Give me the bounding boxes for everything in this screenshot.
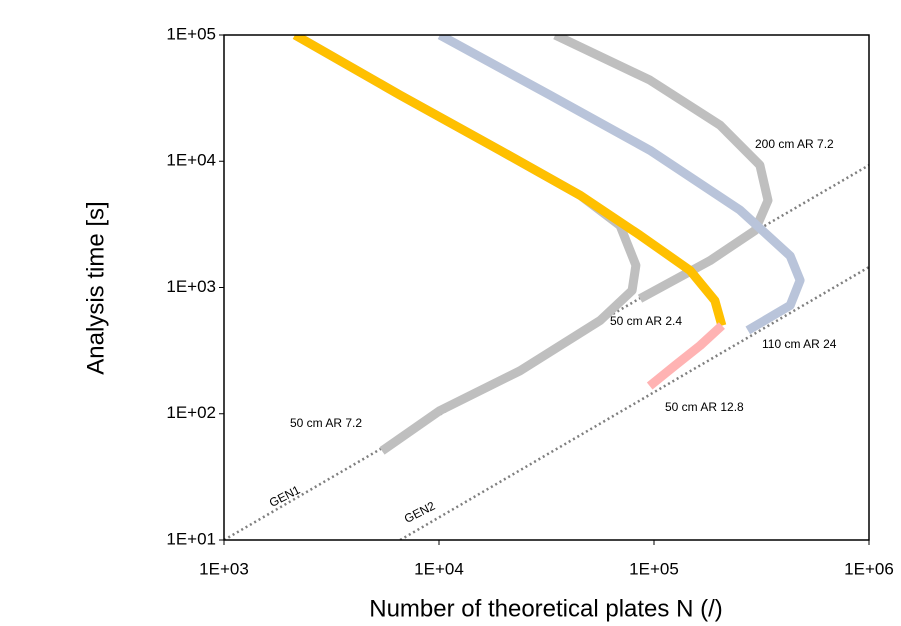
series-line [553,35,773,303]
y-tick-label: 1E+04 [166,151,216,170]
x-tick-label: 1E+03 [199,559,249,578]
series-label: 50 cm AR 7.2 [290,416,362,430]
plot [224,35,869,540]
y-tick-label: 1E+05 [166,24,216,43]
series-label: 110 cm AR 24 [762,337,837,351]
series-label: 50 cm AR 12.8 [665,400,744,414]
x-tick-label: 1E+04 [414,559,464,578]
y-tick-label: 1E+03 [166,277,216,296]
series-label: GEN1 [267,482,303,509]
x-axis-title: Number of theoretical plates N (/) [369,595,722,622]
series-label: 200 cm AR 7.2 [755,137,834,151]
y-tick-label: 1E+01 [166,529,216,548]
series-line [292,35,641,455]
series-line [646,322,725,390]
y-axis-title: Analysis time [s] [82,201,109,374]
series-line [292,35,727,327]
series-label: 50 cm AR 2.4 [610,314,682,328]
x-tick-label: 1E+05 [629,559,679,578]
y-tick-label: 1E+02 [166,403,216,422]
x-tick-label: 1E+06 [844,559,894,578]
guide-line [399,266,869,540]
plot-frame [223,34,870,541]
series-line [437,35,805,335]
